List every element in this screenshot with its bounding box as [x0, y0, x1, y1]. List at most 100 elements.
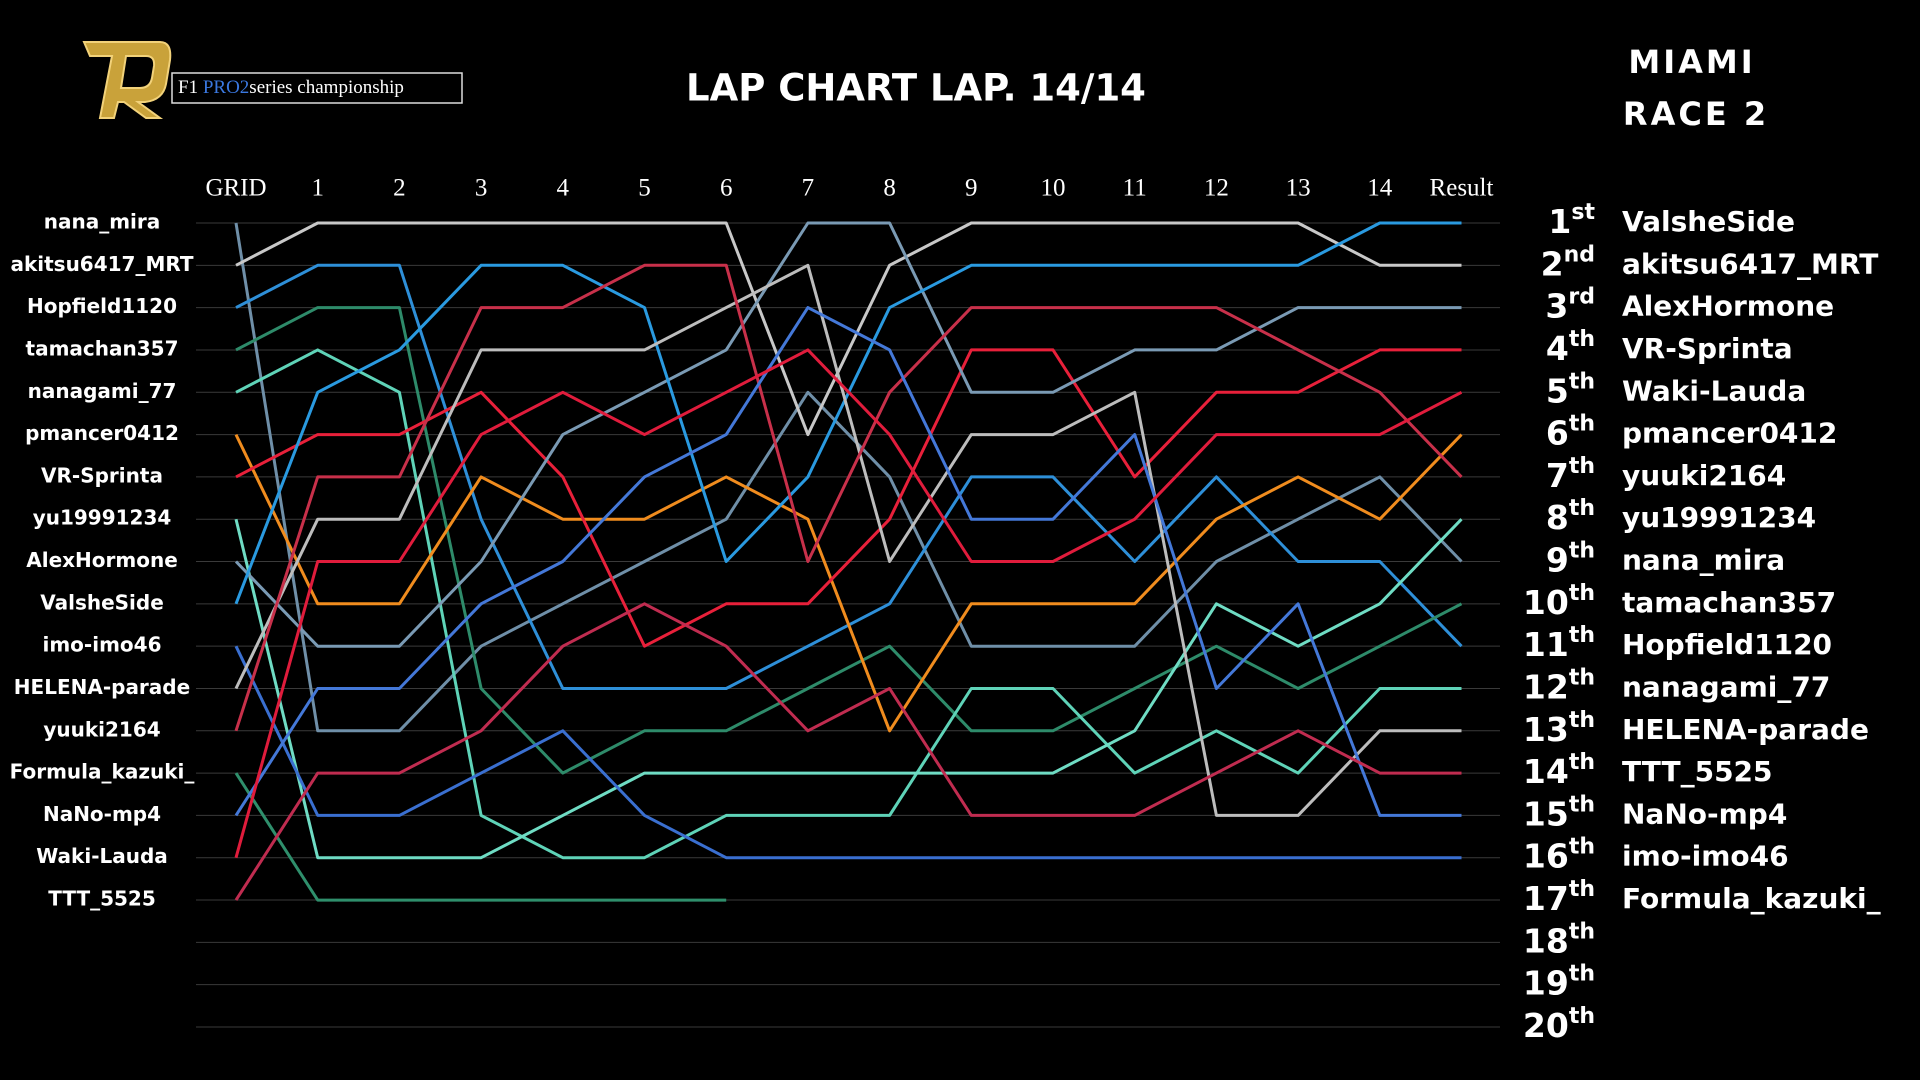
driver-name: Hopfield1120: [27, 294, 177, 318]
y-tick-label: 6th: [1546, 412, 1595, 453]
result-name: Formula_kazuki_: [1622, 882, 1881, 915]
driver-name: NaNo-mp4: [43, 802, 161, 826]
ordinal-number: 18: [1523, 921, 1569, 960]
y-tick-label: 8th: [1546, 496, 1595, 537]
x-tick-label: 13: [1286, 175, 1311, 202]
ordinal-suffix: th: [1569, 835, 1595, 860]
y-tick-label: 4th: [1546, 327, 1595, 368]
x-tick-label: 12: [1204, 175, 1229, 202]
driver-name: Formula_kazuki_: [10, 760, 195, 784]
ordinal-suffix: nd: [1564, 242, 1595, 267]
logo-text: F1 PRO2series championship: [178, 77, 404, 98]
driver-line: [234, 772, 727, 902]
ordinal-number: 6: [1546, 413, 1569, 452]
driver-name: tamachan357: [26, 336, 179, 360]
logo-pro2: PRO2: [203, 77, 249, 98]
ordinal-number: 2: [1541, 244, 1564, 283]
x-tick-label: 2: [393, 175, 406, 202]
y-tick-label: 16th: [1523, 835, 1595, 876]
result-name: VR-Sprinta: [1622, 332, 1793, 365]
driver-line: [234, 222, 1463, 733]
ordinal-number: 17: [1523, 879, 1569, 918]
y-tick-label: 14th: [1523, 750, 1595, 791]
result-name: Hopfield1120: [1622, 628, 1832, 661]
driver-name: Waki-Lauda: [36, 844, 168, 868]
ordinal-number: 14: [1523, 752, 1569, 791]
ordinal-number: 9: [1546, 540, 1569, 579]
ordinal-suffix: st: [1571, 200, 1595, 225]
ordinal-suffix: th: [1569, 1004, 1595, 1029]
result-name: imo-imo46: [1622, 840, 1789, 873]
driver-line: [234, 263, 1463, 732]
ordinal-suffix: th: [1569, 665, 1595, 690]
driver-name: nanagami_77: [28, 379, 177, 403]
driver-name: yu19991234: [33, 506, 172, 530]
driver-name: pmancer0412: [25, 421, 179, 445]
driver-line: [234, 306, 1462, 817]
y-tick-label: 19th: [1523, 962, 1595, 1003]
driver-name: imo-imo46: [42, 633, 161, 657]
driver-name: AlexHormone: [26, 548, 178, 572]
ordinal-suffix: th: [1569, 962, 1595, 987]
driver-line: [234, 263, 1462, 817]
x-tick-label: 10: [1041, 175, 1066, 202]
result-name: nana_mira: [1622, 544, 1785, 577]
result-name: Waki-Lauda: [1622, 374, 1806, 407]
driver-line: [234, 602, 1462, 901]
y-tick-label: 3rd: [1545, 285, 1595, 326]
y-tick-label: 20th: [1523, 1004, 1595, 1045]
driver-name: TTT_5525: [48, 887, 156, 911]
driver-line: [234, 518, 1463, 860]
ordinal-number: 5: [1546, 371, 1569, 410]
ordinal-suffix: th: [1569, 750, 1595, 775]
x-tick-label: 9: [965, 175, 978, 202]
x-tick-label: 7: [802, 175, 815, 202]
chart-title: LAP CHART LAP. 14/14: [686, 67, 1146, 110]
ordinal-number: 12: [1523, 667, 1569, 706]
result-name: nanagami_77: [1622, 670, 1830, 703]
driver-line: [234, 348, 1463, 859]
result-name: NaNo-mp4: [1622, 797, 1787, 830]
ordinal-number: 1: [1548, 202, 1571, 241]
logo-rest: series championship: [249, 77, 404, 98]
ordinal-number: 13: [1523, 709, 1569, 748]
driver-name: HELENA-parade: [14, 675, 190, 699]
ordinal-suffix: th: [1569, 708, 1595, 733]
result-name: yu19991234: [1622, 501, 1816, 534]
driver-line: [235, 221, 1462, 437]
ordinal-number: 10: [1523, 582, 1569, 621]
y-tick-label: 10th: [1523, 581, 1595, 622]
ordinal-number: 19: [1523, 963, 1569, 1002]
driver-name: yuuki2164: [43, 717, 160, 741]
ordinal-suffix: th: [1569, 581, 1595, 606]
driver-line: [235, 348, 1462, 648]
result-name: akitsu6417_MRT: [1622, 247, 1878, 280]
driver-name: VR-Sprinta: [41, 463, 163, 487]
ordinal-number: 7: [1546, 455, 1569, 494]
y-tick-label: 11th: [1523, 623, 1595, 664]
driver-name: ValsheSide: [40, 590, 164, 614]
x-tick-label: GRID: [205, 175, 266, 202]
result-name: ValsheSide: [1622, 205, 1795, 238]
ordinal-number: 16: [1523, 836, 1569, 875]
x-tick-label: 8: [883, 175, 896, 202]
ordinal-suffix: th: [1569, 454, 1595, 479]
ordinal-number: 11: [1523, 625, 1569, 664]
y-tick-label: 9th: [1546, 539, 1595, 580]
driver-line: [234, 645, 1462, 860]
race: RACE 2: [1623, 95, 1769, 133]
logo-frame: [171, 72, 463, 104]
ordinal-suffix: th: [1569, 792, 1595, 817]
ordinal-number: 20: [1523, 1006, 1569, 1045]
x-tick-label: 5: [638, 175, 651, 202]
y-tick-label: 1st: [1548, 200, 1595, 241]
logo: F1 PRO2series championship: [82, 41, 463, 119]
result-name: AlexHormone: [1622, 290, 1834, 323]
x-tick-label: 14: [1367, 175, 1393, 202]
ordinal-suffix: th: [1569, 412, 1595, 437]
x-tick-label: 1: [311, 175, 324, 202]
driver-name: nana_mira: [44, 210, 161, 234]
result-name: yuuki2164: [1622, 459, 1786, 492]
x-tick-label: Result: [1430, 175, 1494, 202]
